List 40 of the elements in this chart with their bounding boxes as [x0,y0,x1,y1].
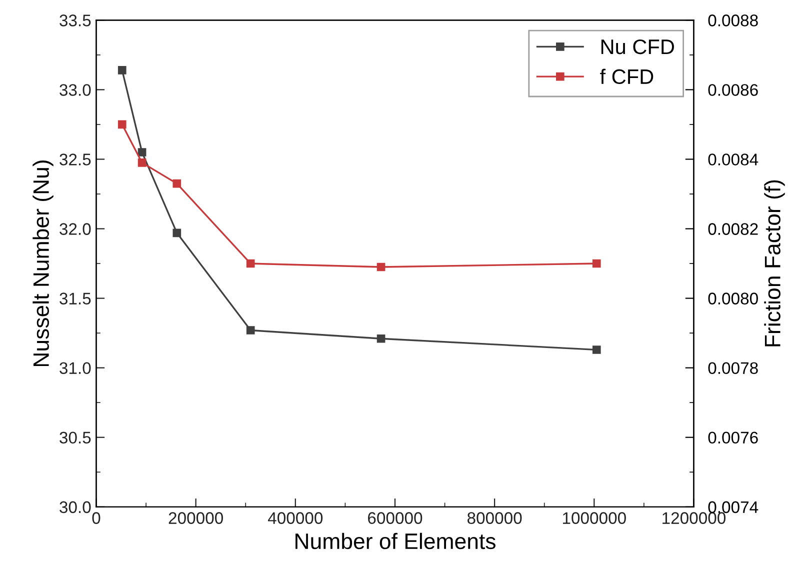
y2-axis-title: Friction Factor (f) [764,180,785,346]
y-tick-label: 30.5 [60,432,91,444]
point [592,346,601,354]
y2-tick-label: 0.0088 [708,14,758,26]
y-tick-label: 31.5 [60,292,91,304]
point [172,179,182,188]
point [138,148,146,156]
y2-tick-label: 0.0080 [708,292,758,304]
x-tick-label: 0 [92,512,100,524]
y2-tick-label: 0.0078 [708,362,758,374]
y-tick-label: 33.0 [60,84,91,96]
point [376,262,386,272]
y-tick-label: 31.0 [60,362,91,374]
x-tick-label: 400000 [268,512,323,524]
y2-tick-label: 0.0084 [708,154,758,166]
point [246,326,255,334]
x-tick-label: 200000 [168,512,223,524]
x-tick-label: 1000000 [562,512,626,524]
point [246,259,255,268]
y-tick-label: 32.0 [60,223,91,235]
x-axis-title: Number of Elements [296,532,496,550]
point [376,334,386,343]
point [118,66,126,74]
y-tick-label: 32.5 [60,154,91,166]
legend-label: Nu CFD [601,39,674,54]
x-tick-label: 800000 [467,512,522,524]
point [592,259,601,268]
point [118,120,126,129]
y2-tick-label: 0.0074 [708,501,758,514]
y2-tick-label: 0.0076 [708,432,758,444]
y-axis-title: Nusselt Number (Nu) [32,160,54,366]
legend-label: f CFD [600,68,654,84]
y2-tick-label: 0.0082 [708,223,758,235]
y2-tick-label: 0.0086 [708,84,758,96]
y-tick-label: 33.5 [60,14,91,26]
x-tick-label: 600000 [368,512,422,524]
x-tick-label: 1200000 [662,512,726,524]
y-tick-label: 30.0 [60,501,91,514]
point [172,228,182,238]
point [138,158,146,167]
